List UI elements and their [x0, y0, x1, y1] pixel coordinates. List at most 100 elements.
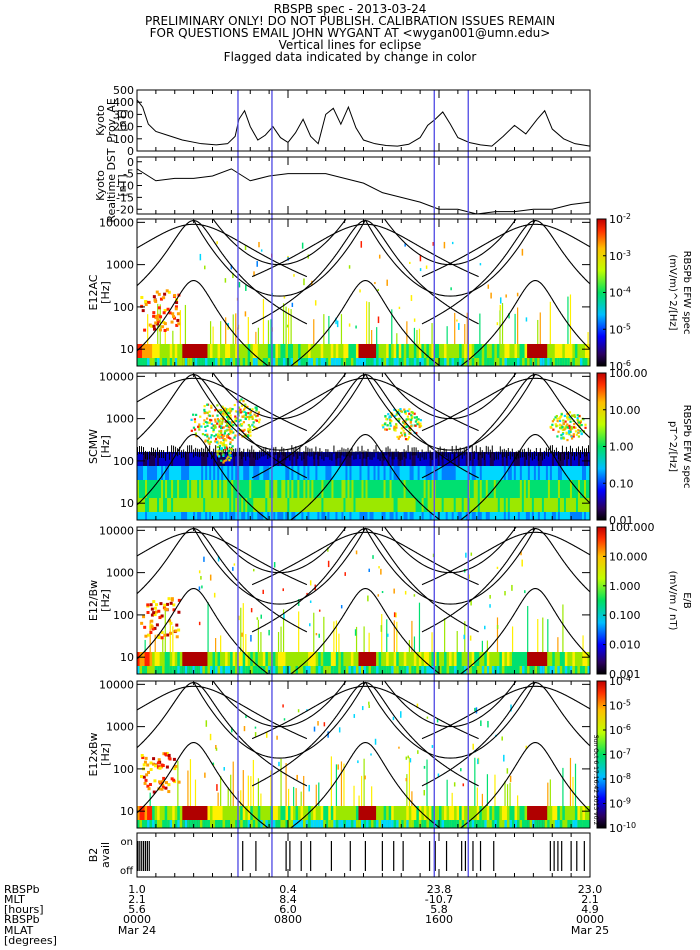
heatmap-cell — [295, 788, 297, 806]
heatmap-cell — [371, 451, 373, 460]
heatmap-cell — [300, 666, 304, 674]
heatmap-cell — [142, 358, 146, 366]
heatmap-cell — [273, 466, 276, 480]
heatmap-cell — [371, 498, 375, 512]
heatmap-cell — [358, 820, 362, 828]
heatmap-cell — [465, 480, 469, 498]
heatmap-cell — [417, 421, 420, 424]
heatmap-cell — [337, 450, 339, 459]
heatmap-cell — [539, 652, 543, 674]
heatmap-cell — [411, 498, 415, 512]
heatmap-cell — [335, 498, 339, 512]
heatmap-cell — [535, 498, 539, 512]
heatmap-cell — [259, 450, 261, 459]
heatmap-cell — [383, 512, 387, 520]
heatmap-cell — [293, 652, 297, 674]
heatmap-cell — [499, 446, 501, 455]
heatmap-cell — [251, 452, 254, 466]
heatmap-cell — [295, 652, 299, 674]
heatmap-cell — [303, 666, 307, 674]
heatmap-cell — [197, 512, 200, 520]
heatmap-cell — [573, 466, 577, 480]
heatmap-cell — [153, 606, 157, 610]
heatmap-cell — [368, 666, 372, 674]
heatmap-cell — [157, 806, 161, 828]
heatmap-cell — [208, 442, 211, 445]
heatmap-cell — [227, 806, 231, 828]
heatmap-cell — [400, 431, 403, 435]
heatmap-cell — [511, 820, 516, 828]
heatmap-cell — [182, 820, 186, 828]
orbit-curve — [137, 434, 270, 520]
heatmap-cell — [534, 806, 538, 828]
heatmap-cell — [499, 480, 503, 498]
heatmap-cell — [207, 441, 210, 444]
heatmap-cell — [368, 344, 372, 366]
heatmap-cell — [535, 466, 539, 480]
heatmap-cell — [223, 459, 226, 463]
heatmap-cell — [360, 775, 363, 806]
heatmap-cell — [191, 512, 194, 520]
heatmap-cell — [239, 452, 242, 466]
heatmap-cell — [190, 418, 193, 421]
heatmap-cell — [495, 466, 499, 480]
heatmap-cell — [471, 512, 475, 520]
heatmap-cell — [513, 452, 515, 461]
heatmap-cell — [425, 498, 429, 512]
heatmap-cell — [524, 590, 526, 594]
colorbar-tick-label: 10-3 — [609, 249, 631, 263]
heatmap-cell — [345, 480, 349, 498]
heatmap-cell — [229, 430, 232, 433]
heatmap-cell — [220, 431, 223, 434]
heatmap-cell — [351, 447, 353, 456]
heatmap-cell — [517, 452, 521, 466]
heatmap-cell — [456, 806, 460, 828]
heatmap-cell — [142, 344, 146, 366]
heatmap-cell — [167, 452, 170, 466]
heatmap-cell — [240, 820, 244, 828]
heatmap-cell — [313, 820, 317, 828]
heatmap-cell — [207, 452, 210, 466]
heatmap-cell — [165, 327, 169, 331]
heatmap-cell — [259, 512, 262, 520]
heatmap-cell — [293, 274, 295, 277]
heatmap-cell — [217, 792, 219, 806]
heatmap-cell — [219, 512, 222, 520]
heatmap-cell — [489, 820, 493, 828]
heatmap-cell — [547, 806, 551, 828]
heatmap-cell — [287, 452, 290, 466]
heatmap-cell — [333, 666, 337, 674]
heatmap-cell — [385, 428, 388, 431]
heatmap-cell — [220, 422, 223, 425]
heatmap-cell — [388, 344, 392, 366]
heatmap-cell — [317, 480, 321, 498]
heatmap-cell — [209, 445, 211, 454]
heatmap-cell — [514, 652, 518, 674]
heatmap-cell — [260, 793, 262, 806]
heatmap-cell — [237, 406, 241, 409]
heatmap-cell — [455, 466, 459, 480]
heatmap-cell — [224, 412, 227, 416]
heatmap-cell — [524, 344, 528, 366]
heatmap-cell — [235, 498, 238, 512]
heatmap-cell — [481, 652, 485, 674]
heatmap-cell — [305, 466, 308, 480]
heatmap-cell — [579, 452, 583, 466]
heatmap-cell — [501, 736, 503, 741]
heatmap-cell — [571, 427, 574, 430]
heatmap-cell — [329, 512, 333, 520]
heatmap-cell — [501, 358, 506, 366]
heatmap-cell — [366, 358, 370, 366]
heatmap-cell — [318, 806, 322, 828]
heatmap-cell — [177, 780, 181, 784]
heatmap-cell — [191, 452, 194, 466]
footer-date: Mar 24 — [118, 924, 156, 937]
heatmap-cell — [403, 666, 407, 674]
heatmap-cell — [141, 756, 145, 760]
heatmap-cell — [263, 466, 266, 480]
heatmap-cell — [564, 806, 568, 828]
heatmap-cell — [227, 432, 231, 436]
heatmap-cell — [410, 418, 413, 421]
heatmap-cell — [551, 480, 555, 498]
heatmap-cell — [210, 422, 213, 426]
